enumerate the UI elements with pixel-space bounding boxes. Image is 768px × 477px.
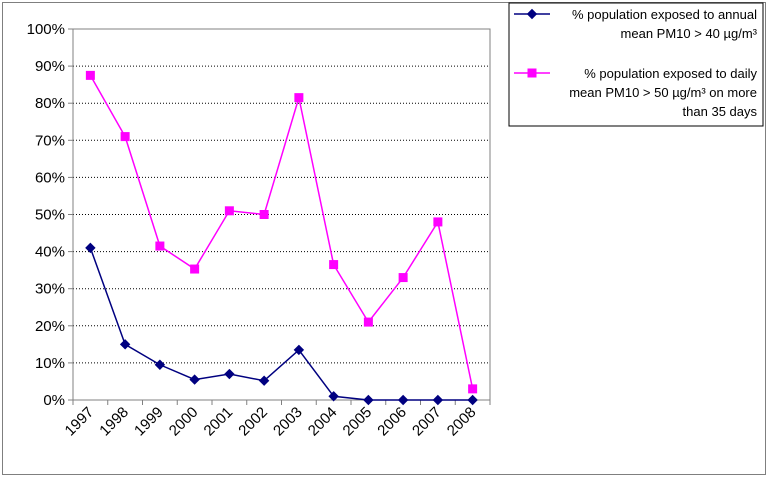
x-tick-label: 1999 bbox=[131, 404, 167, 440]
series-line bbox=[89, 247, 473, 401]
x-tick-label: 2004 bbox=[305, 404, 341, 440]
legend-label: % population exposed to annual bbox=[572, 7, 757, 22]
x-tick-label: 2008 bbox=[444, 404, 480, 440]
data-point bbox=[328, 391, 339, 402]
data-point bbox=[293, 344, 305, 356]
data-point bbox=[329, 260, 339, 270]
data-point bbox=[190, 264, 200, 274]
data-point bbox=[85, 242, 96, 254]
legend-label: than 35 days bbox=[683, 104, 758, 119]
data-point bbox=[433, 217, 443, 227]
legend-label: mean PM10 > 40 µg/m³ bbox=[621, 26, 758, 41]
y-tick-label: 60% bbox=[35, 169, 65, 186]
x-axis-ticks: 1997 1998 1999 2000 2001 2002 2003 2004 2005 2006… bbox=[62, 400, 491, 440]
data-point bbox=[468, 384, 478, 394]
x-tick-label: 2005 bbox=[340, 404, 376, 440]
data-point bbox=[224, 206, 234, 216]
data-point bbox=[363, 317, 373, 327]
y-tick-label: 40% bbox=[35, 244, 65, 261]
legend-entry-1: % population exposed to annual mean PM10 … bbox=[514, 7, 758, 41]
legend-label: mean PM10 > 50 µg/m³ on more bbox=[569, 85, 757, 100]
y-tick-label: 20% bbox=[35, 318, 65, 335]
y-tick-label: 100% bbox=[27, 21, 65, 38]
data-point bbox=[189, 374, 200, 385]
y-tick-label: 0% bbox=[43, 392, 65, 409]
legend-box bbox=[508, 2, 764, 127]
series-line bbox=[89, 75, 474, 390]
data-point bbox=[432, 394, 444, 406]
data-point bbox=[120, 132, 130, 142]
gridlines bbox=[73, 65, 490, 364]
x-tick-label: 2001 bbox=[201, 404, 237, 440]
data-point bbox=[258, 375, 270, 386]
x-tick-label: 1997 bbox=[62, 404, 98, 440]
y-tick-label: 50% bbox=[35, 207, 65, 224]
data-point bbox=[397, 394, 409, 406]
data-point bbox=[155, 241, 165, 251]
legend-entries: % population exposed to annual mean PM10 … bbox=[514, 7, 758, 119]
legend-label: % population exposed to daily bbox=[584, 66, 757, 81]
series-2 bbox=[85, 70, 478, 394]
x-tick-label: 2000 bbox=[166, 404, 202, 440]
x-tick-label: 2003 bbox=[270, 404, 306, 440]
y-tick-label: 80% bbox=[35, 95, 65, 112]
y-tick-label: 10% bbox=[35, 355, 65, 372]
data-point bbox=[119, 339, 131, 350]
x-tick-label: 2007 bbox=[409, 404, 445, 440]
data-point bbox=[294, 93, 304, 103]
series-layer bbox=[85, 70, 478, 406]
x-tick-label: 2002 bbox=[235, 404, 271, 440]
x-tick-label: 1998 bbox=[96, 404, 132, 440]
y-tick-label: 30% bbox=[35, 281, 65, 298]
data-point bbox=[224, 368, 235, 380]
data-point bbox=[85, 70, 95, 80]
y-axis-ticks: 0% 10% 20% 30% 40% 50% 60% 70% 80% 90% 100% bbox=[27, 21, 73, 409]
x-tick-label: 2006 bbox=[374, 404, 410, 440]
legend-marker bbox=[527, 68, 537, 78]
legend: % population exposed to annual mean PM10 … bbox=[508, 2, 764, 127]
data-point bbox=[363, 394, 374, 406]
series-1 bbox=[85, 242, 478, 406]
data-point bbox=[467, 394, 478, 406]
legend-marker bbox=[526, 8, 538, 20]
data-point bbox=[398, 273, 408, 283]
y-tick-label: 90% bbox=[35, 58, 65, 75]
data-point bbox=[259, 210, 269, 219]
data-point bbox=[154, 359, 166, 370]
y-tick-label: 70% bbox=[35, 132, 65, 149]
legend-entry-2: % population exposed to daily mean PM10 >… bbox=[514, 66, 757, 119]
